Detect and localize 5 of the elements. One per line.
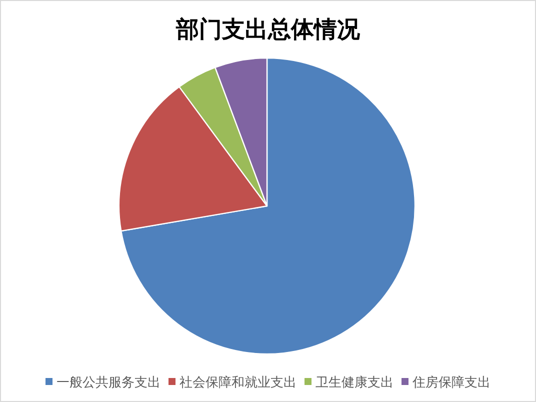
chart-title: 部门支出总体情况 (175, 16, 361, 42)
legend-label: 卫生健康支出 (316, 374, 394, 390)
legend-label: 一般公共服务支出 (56, 374, 160, 390)
legend-label: 社会保障和就业支出 (180, 374, 296, 390)
legend-label: 住房保障支出 (412, 374, 490, 390)
